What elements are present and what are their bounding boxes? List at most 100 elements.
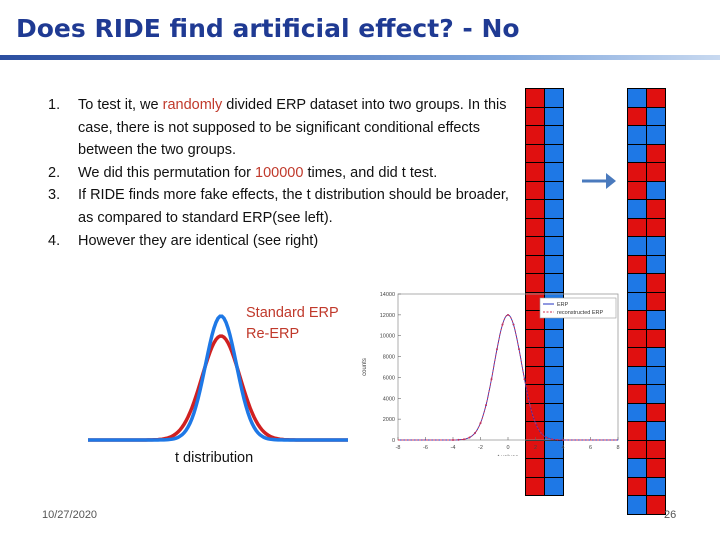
grid-cell-blue: [545, 477, 563, 495]
grid-cell-blue: [647, 477, 665, 495]
grid-cell-blue: [628, 274, 646, 292]
x-tick-label: 2: [534, 445, 537, 451]
grid-cell-blue: [545, 329, 563, 347]
arrow-right-icon: [582, 173, 616, 189]
grid-cell-red: [628, 218, 646, 236]
series-point: [485, 404, 487, 407]
grid-cell-blue: [647, 348, 665, 366]
chart-legend-box: [539, 297, 617, 319]
x-tick-label: 6: [589, 445, 592, 451]
grid-cell-red: [628, 385, 646, 403]
series-point: [468, 436, 471, 439]
grid-cell-red: [628, 107, 646, 125]
grid-cell-red: [526, 144, 544, 162]
grid-cell-red: [647, 403, 665, 421]
grid-cell-blue: [545, 218, 563, 236]
y-tick-label: 10000: [380, 334, 395, 340]
t-distribution-illustration: [88, 314, 348, 442]
bullet-text: However they are identical (see right): [78, 232, 319, 249]
y-tick-label: 4000: [383, 396, 395, 402]
grid-cell-blue: [545, 126, 563, 144]
grid-cell-blue: [545, 459, 563, 477]
grid-cell-red: [628, 348, 646, 366]
grid-cell-blue: [647, 366, 665, 384]
series-point: [534, 422, 537, 424]
grid-cell-red: [647, 496, 665, 514]
grid-cell-blue: [545, 200, 563, 218]
bullet-item: 4. However they are identical (see right…: [48, 230, 518, 253]
series-point: [452, 439, 454, 441]
grid-cell-red: [647, 440, 665, 458]
series-point: [501, 323, 504, 326]
series-point: [529, 404, 531, 407]
t-distribution-label: t distribution: [175, 450, 254, 466]
grid-cell-blue: [545, 366, 563, 384]
grid-cell-red: [526, 348, 544, 366]
grid-cell-red: [526, 255, 544, 273]
grid-cell-red: [628, 311, 646, 329]
grid-cell-blue: [545, 89, 563, 107]
grid-cell-red: [628, 422, 646, 440]
series-point: [496, 348, 498, 350]
grid-cell-blue: [628, 292, 646, 310]
grid-cell-blue: [545, 422, 563, 440]
slide-number: 26: [664, 509, 677, 521]
series-point: [474, 432, 476, 434]
grid-cell-red: [628, 181, 646, 199]
grid-cell-blue: [647, 385, 665, 403]
grid-cell-blue: [647, 237, 665, 255]
bullet-list: 1. To test it, we randomly divided ERP d…: [48, 94, 518, 252]
grid-cell-blue: [647, 126, 665, 144]
grid-cell-red: [526, 200, 544, 218]
grid-cell-red: [647, 200, 665, 218]
grid-cell-blue: [545, 440, 563, 458]
x-axis-label: t values: [498, 455, 519, 456]
grid-cell-red: [526, 422, 544, 440]
grid-cell-red: [526, 311, 544, 329]
grid-cell-blue: [647, 311, 665, 329]
grid-cell-red: [526, 459, 544, 477]
grid-cell-blue: [628, 496, 646, 514]
grid-cell-red: [526, 237, 544, 255]
grid-cell-blue: [647, 107, 665, 125]
bullet-number: 2.: [48, 164, 61, 181]
series-point: [490, 378, 493, 380]
standard-erp-curve: [88, 314, 348, 442]
x-tick-label: -6: [423, 445, 428, 451]
right-group-grid: [627, 88, 666, 515]
y-tick-label: 0: [392, 438, 395, 444]
x-tick-label: -8: [396, 445, 401, 451]
re-erp-curve: [88, 334, 348, 442]
grid-cell-red: [647, 144, 665, 162]
series-point: [562, 439, 564, 441]
series-point: [518, 348, 520, 350]
series-point: [507, 314, 509, 316]
y-tick-label: 12000: [380, 313, 395, 319]
grid-cell-red: [647, 459, 665, 477]
grid-cell-red: [526, 292, 544, 310]
x-tick-label: -4: [451, 445, 456, 451]
series-point: [512, 323, 515, 326]
y-tick-label: 8000: [383, 355, 395, 361]
grid-cell-blue: [628, 89, 646, 107]
grid-cell-red: [647, 218, 665, 236]
series-point: [556, 438, 559, 441]
grid-cell-red: [647, 89, 665, 107]
grid-cell-red: [647, 274, 665, 292]
grid-cell-red: [647, 329, 665, 347]
grid-cell-red: [647, 163, 665, 181]
grid-cell-blue: [628, 126, 646, 144]
grid-cell-red: [628, 477, 646, 495]
grid-cell-blue: [628, 200, 646, 218]
y-tick-label: 2000: [383, 417, 395, 423]
legend-standard-erp: Standard ERP: [246, 305, 339, 321]
grid-cell-red: [526, 181, 544, 199]
grid-cell-red: [526, 218, 544, 236]
series-point: [540, 432, 542, 434]
series-point: [463, 438, 465, 441]
grid-cell-blue: [628, 144, 646, 162]
grid-cell-blue: [628, 403, 646, 421]
grid-cell-blue: [647, 422, 665, 440]
bullet-highlight: 100000: [255, 164, 304, 181]
bullet-number: 4.: [48, 232, 61, 249]
